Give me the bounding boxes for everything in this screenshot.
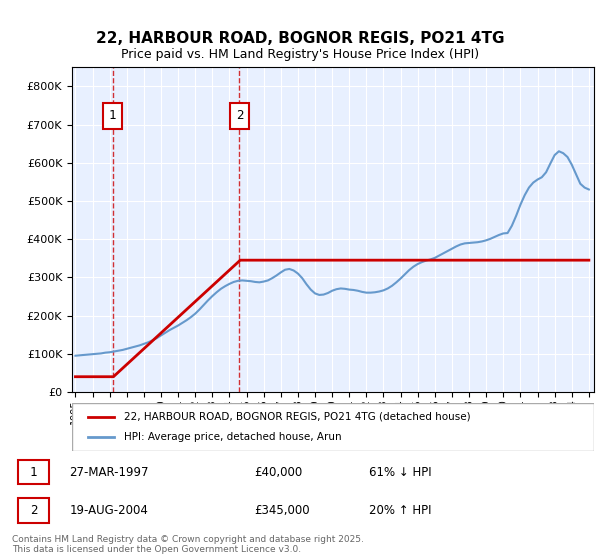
Text: 20% ↑ HPI: 20% ↑ HPI: [369, 504, 431, 517]
FancyBboxPatch shape: [18, 460, 49, 484]
Text: 2: 2: [236, 109, 243, 123]
Text: £345,000: £345,000: [254, 504, 310, 517]
Text: Price paid vs. HM Land Registry's House Price Index (HPI): Price paid vs. HM Land Registry's House …: [121, 48, 479, 60]
Text: £40,000: £40,000: [254, 466, 302, 479]
FancyBboxPatch shape: [230, 103, 249, 129]
Text: 2: 2: [30, 504, 37, 517]
Text: 22, HARBOUR ROAD, BOGNOR REGIS, PO21 4TG (detached house): 22, HARBOUR ROAD, BOGNOR REGIS, PO21 4TG…: [124, 412, 471, 422]
Text: 1: 1: [109, 109, 116, 123]
Text: 22, HARBOUR ROAD, BOGNOR REGIS, PO21 4TG: 22, HARBOUR ROAD, BOGNOR REGIS, PO21 4TG: [96, 31, 504, 46]
Text: 27-MAR-1997: 27-MAR-1997: [70, 466, 149, 479]
Text: Contains HM Land Registry data © Crown copyright and database right 2025.
This d: Contains HM Land Registry data © Crown c…: [12, 535, 364, 554]
Text: HPI: Average price, detached house, Arun: HPI: Average price, detached house, Arun: [124, 432, 342, 442]
Text: 61% ↓ HPI: 61% ↓ HPI: [369, 466, 432, 479]
FancyBboxPatch shape: [103, 103, 122, 129]
FancyBboxPatch shape: [72, 403, 594, 451]
FancyBboxPatch shape: [18, 498, 49, 523]
Text: 19-AUG-2004: 19-AUG-2004: [70, 504, 148, 517]
Text: 1: 1: [30, 466, 37, 479]
